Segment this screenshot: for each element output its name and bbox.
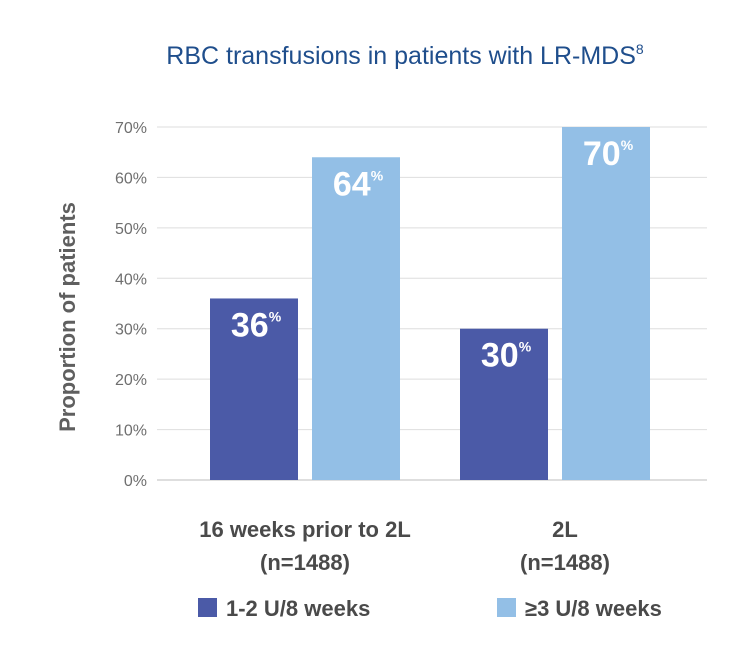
legend-label-1: ≥3 U/8 weeks — [525, 596, 662, 621]
legend-swatch-0 — [198, 598, 217, 617]
value-number: 30 — [481, 337, 519, 375]
y-tick-label-30: 30% — [115, 322, 147, 339]
chart-title-text: RBC transfusions in patients with LR-MDS — [166, 42, 636, 70]
bar-series0-cat0 — [210, 298, 298, 480]
y-tick-label-60: 60% — [115, 170, 147, 187]
bar-series1-cat0 — [312, 157, 400, 480]
value-label-series1-cat1: 70% — [583, 135, 634, 173]
y-tick-label-0: 0% — [124, 473, 147, 490]
value-label-series1-cat0: 64% — [333, 165, 384, 203]
y-tick-label-50: 50% — [115, 221, 147, 238]
bars — [210, 127, 650, 480]
value-label-series0-cat0: 36% — [231, 306, 282, 344]
y-axis-ticks: 0% 10% 20% 30% 40% 50% 60% 70% — [115, 120, 147, 490]
y-tick-label-70: 70% — [115, 120, 147, 137]
value-unit: % — [621, 137, 634, 153]
chart-title-superscript: 8 — [636, 41, 644, 57]
value-labels: 36%30%64%70% — [231, 135, 634, 375]
y-tick-label-20: 20% — [115, 372, 147, 389]
value-unit: % — [269, 308, 282, 324]
category-n-label-1: (n=1488) — [520, 550, 610, 575]
y-tick-label-10: 10% — [115, 423, 147, 440]
value-number: 70 — [583, 135, 621, 173]
value-label-series0-cat1: 30% — [481, 337, 532, 375]
y-tick-label-40: 40% — [115, 271, 147, 288]
y-axis-label: Proportion of patients — [55, 202, 80, 432]
legend-swatch-1 — [497, 598, 516, 617]
category-label-1: 2L — [552, 517, 578, 542]
value-unit: % — [519, 339, 532, 355]
value-unit: % — [371, 167, 384, 183]
value-number: 36 — [231, 306, 269, 344]
x-axis-categories: 16 weeks prior to 2L (n=1488) 2L (n=1488) — [199, 517, 610, 575]
legend-label-0: 1-2 U/8 weeks — [226, 596, 370, 621]
value-number: 64 — [333, 165, 371, 203]
bar-series0-cat1 — [460, 328, 548, 480]
chart-title: RBC transfusions in patients with LR-MDS… — [166, 41, 644, 70]
bar-series1-cat1 — [562, 127, 650, 480]
category-n-label-0: (n=1488) — [260, 550, 350, 575]
legend: 1-2 U/8 weeks ≥3 U/8 weeks — [198, 596, 662, 621]
category-label-0: 16 weeks prior to 2L — [199, 517, 411, 542]
